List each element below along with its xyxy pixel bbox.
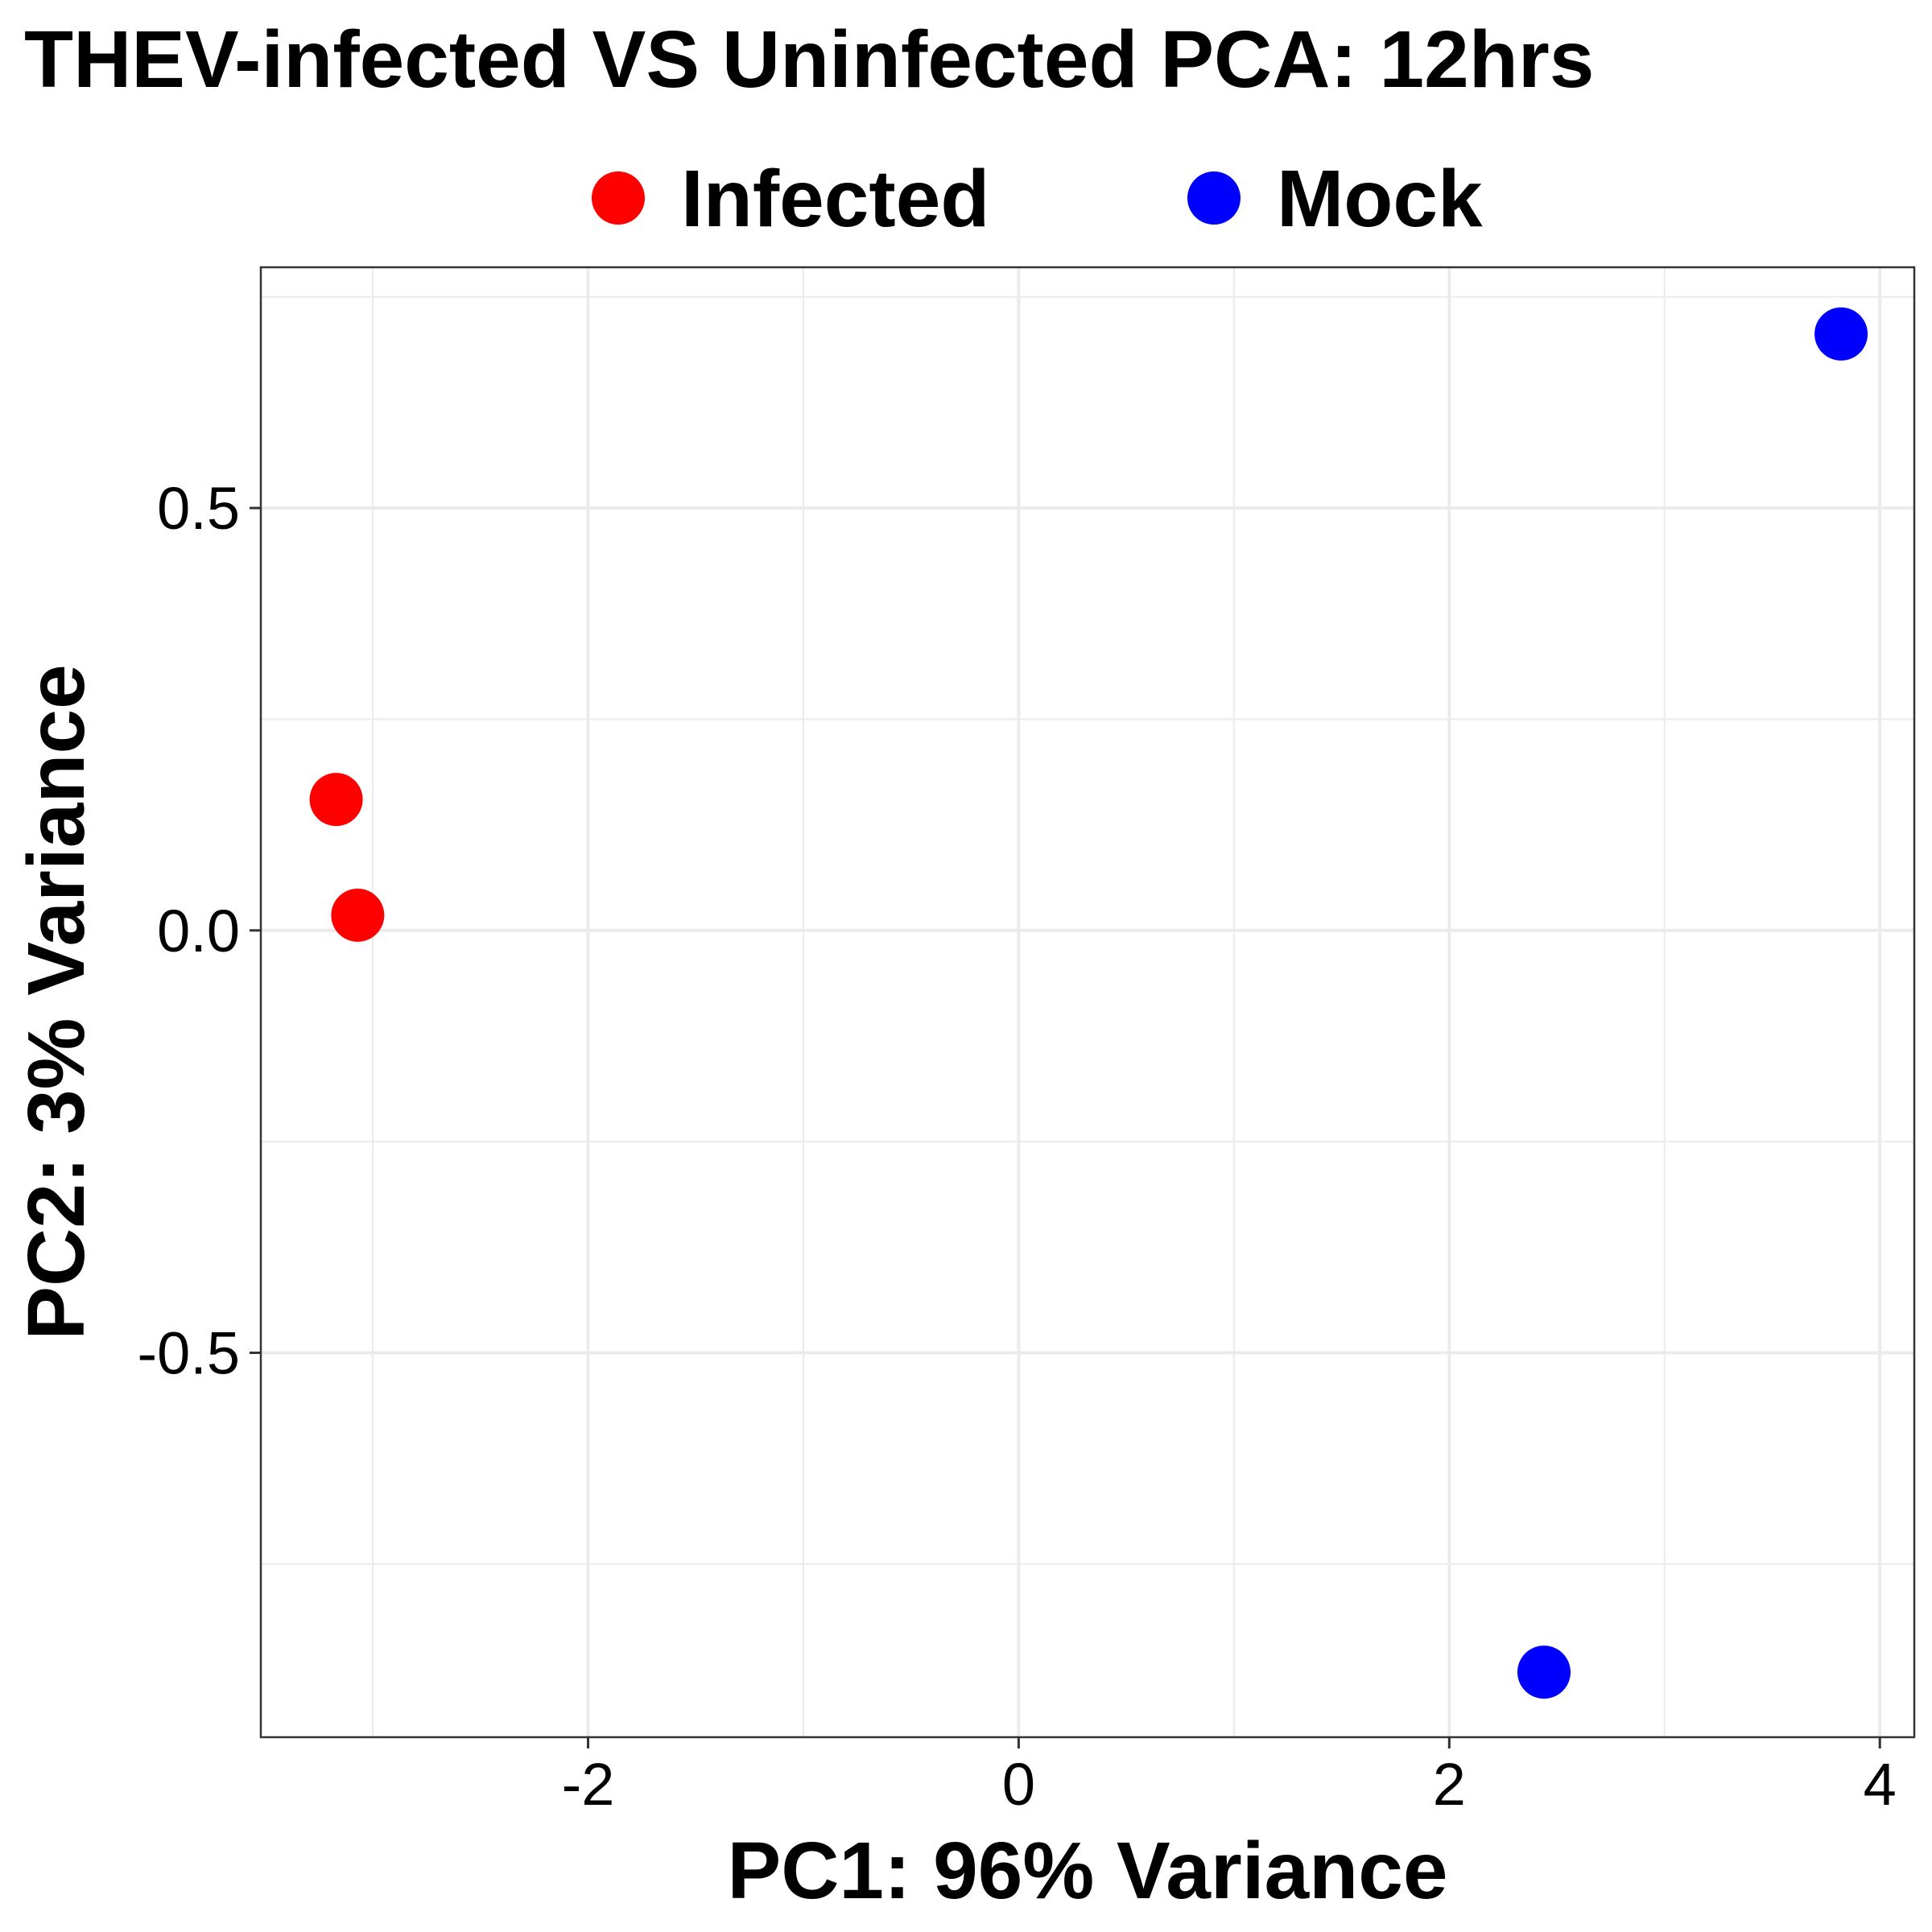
x-tick-label: 0 xyxy=(1002,1751,1035,1818)
x-tick-label: -2 xyxy=(562,1751,615,1818)
legend-label-infected: Infected xyxy=(681,154,989,244)
y-tick-label: 0.0 xyxy=(157,898,240,964)
point-mock xyxy=(1814,307,1868,361)
point-infected xyxy=(331,888,385,942)
legend-key-infected xyxy=(592,171,645,225)
point-infected xyxy=(309,773,363,827)
x-tick-labels: -2 0 2 4 xyxy=(562,1751,1897,1818)
major-gridlines xyxy=(261,267,1914,1737)
legend-key-mock xyxy=(1187,171,1241,225)
chart-title: THEV-infected VS Uninfected PCA: 12hrs xyxy=(24,14,1594,105)
y-tick-label: -0.5 xyxy=(137,1320,240,1387)
minor-gridlines xyxy=(261,267,1914,1737)
point-mock xyxy=(1517,1645,1571,1699)
legend: Infected Mock xyxy=(592,154,1483,244)
axis-ticks xyxy=(250,506,1881,1748)
plot-panel-border xyxy=(259,266,1916,1739)
x-tick-label: 4 xyxy=(1864,1751,1897,1818)
x-axis-title: PC1: 96% Variance xyxy=(728,1826,1448,1916)
y-tick-label: 0.5 xyxy=(157,475,240,542)
legend-label-mock: Mock xyxy=(1277,154,1483,244)
y-tick-labels: -0.5 0.0 0.5 xyxy=(137,475,240,1386)
y-axis-title: PC2: 3% Variance xyxy=(11,664,101,1340)
data-points xyxy=(309,307,1868,1699)
x-tick-label: 2 xyxy=(1433,1751,1466,1818)
